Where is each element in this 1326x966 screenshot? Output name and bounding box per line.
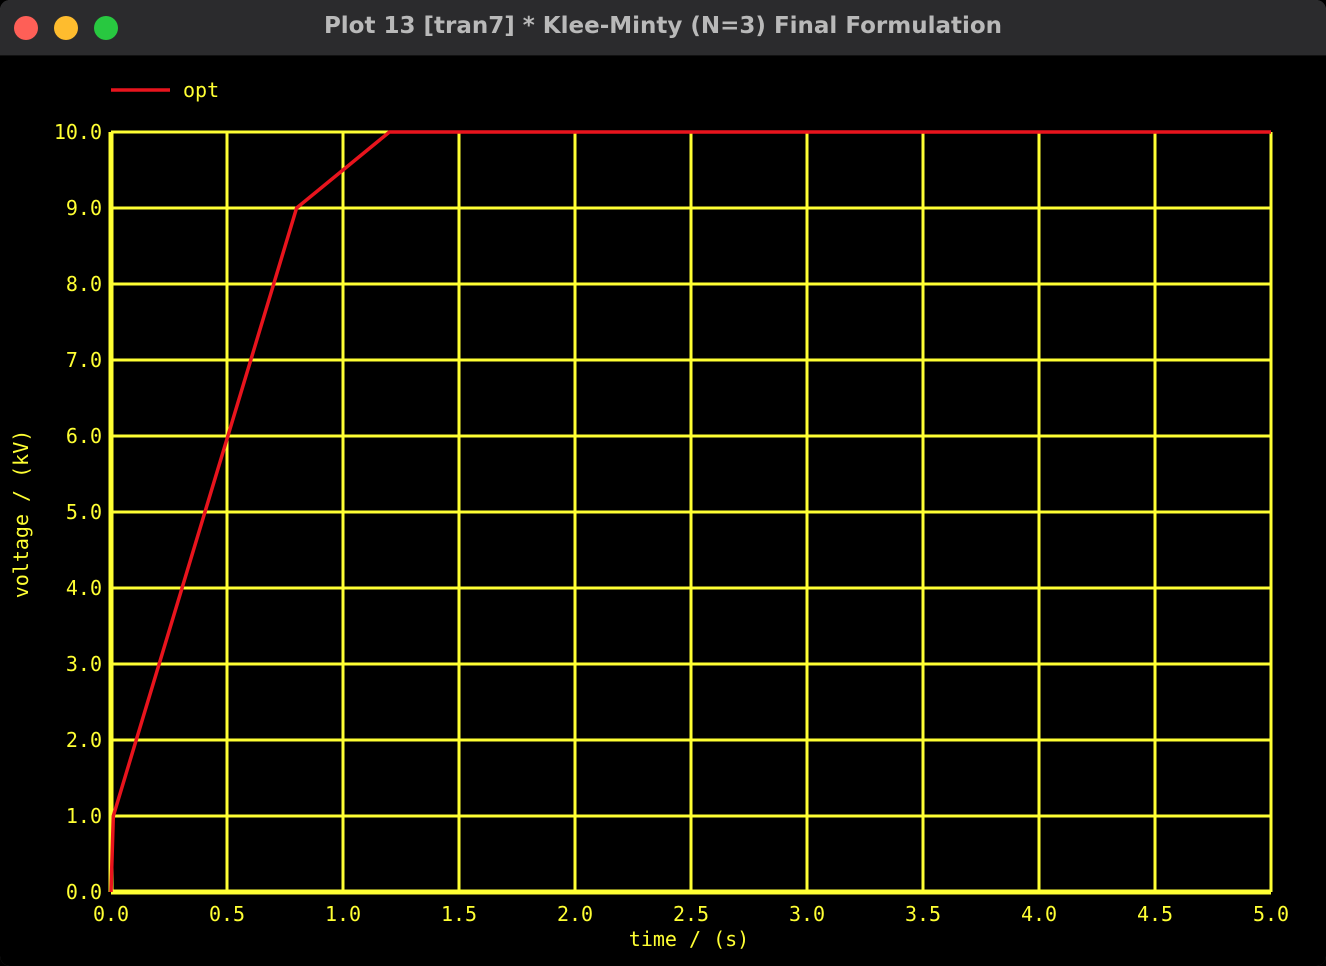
y-tick-label: 2.0 [66, 728, 102, 752]
x-tick-label: 4.0 [1021, 902, 1057, 926]
y-tick-label: 8.0 [66, 272, 102, 296]
x-axis-label: time / (s) [629, 927, 749, 951]
x-tick-label: 0.5 [209, 902, 245, 926]
series-line-opt [109, 130, 1271, 893]
y-tick-label: 1.0 [66, 804, 102, 828]
x-tick-label: 4.5 [1137, 902, 1173, 926]
y-tick-label: 9.0 [66, 196, 102, 220]
y-tick-label: 0.0 [66, 880, 102, 904]
close-window-button[interactable] [14, 16, 38, 40]
y-tick-label: 3.0 [66, 652, 102, 676]
x-tick-label: 3.0 [789, 902, 825, 926]
x-tick-label: 1.5 [441, 902, 477, 926]
x-tick-label: 0.0 [93, 902, 129, 926]
legend-label: opt [183, 78, 219, 102]
y-tick-label: 4.0 [66, 576, 102, 600]
x-tick-label: 1.0 [325, 902, 361, 926]
x-tick-label: 5.0 [1253, 902, 1289, 926]
line-chart: 0.0 0.5 1.0 1.5 2.0 2.5 3.0 3.5 4.0 4.5 5.0 0.0 1.0 2… [0, 56, 1326, 966]
x-tick-label: 3.5 [905, 902, 941, 926]
title-bar: Plot 13 [tran7] * Klee-Minty (N=3) Final… [0, 0, 1326, 56]
x-tick-label: 2.0 [557, 902, 593, 926]
y-tick-label: 6.0 [66, 424, 102, 448]
y-tick-label: 7.0 [66, 348, 102, 372]
y-axis-label: voltage / (kV) [9, 430, 33, 599]
x-tick-label: 2.5 [673, 902, 709, 926]
y-tick-label: 10.0 [54, 120, 102, 144]
window-title: Plot 13 [tran7] * Klee-Minty (N=3) Final… [323, 13, 1003, 39]
minimize-window-button[interactable] [54, 16, 78, 40]
zoom-window-button[interactable] [94, 16, 118, 40]
y-tick-label: 5.0 [66, 500, 102, 524]
